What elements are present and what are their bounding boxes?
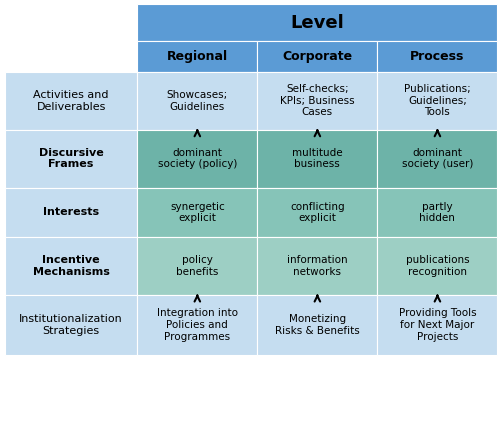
Text: policy
benefits: policy benefits bbox=[176, 255, 218, 277]
FancyBboxPatch shape bbox=[258, 41, 378, 72]
Text: Discursive
Frames: Discursive Frames bbox=[39, 148, 104, 170]
FancyBboxPatch shape bbox=[258, 187, 378, 237]
Text: Publications;
Guidelines;
Tools: Publications; Guidelines; Tools bbox=[404, 84, 471, 117]
FancyBboxPatch shape bbox=[258, 130, 378, 187]
Text: conflicting
explicit: conflicting explicit bbox=[290, 201, 344, 223]
Text: partly
hidden: partly hidden bbox=[420, 201, 456, 223]
FancyBboxPatch shape bbox=[378, 41, 498, 72]
FancyBboxPatch shape bbox=[138, 130, 258, 187]
FancyBboxPatch shape bbox=[258, 72, 378, 130]
Text: publications
recognition: publications recognition bbox=[406, 255, 469, 277]
Text: Institutionalization
Strategies: Institutionalization Strategies bbox=[20, 314, 123, 336]
Text: multitude
business: multitude business bbox=[292, 148, 343, 170]
FancyBboxPatch shape bbox=[5, 237, 138, 295]
Text: Interests: Interests bbox=[43, 207, 99, 217]
FancyBboxPatch shape bbox=[378, 295, 498, 355]
FancyBboxPatch shape bbox=[5, 187, 138, 237]
FancyBboxPatch shape bbox=[5, 295, 138, 355]
Text: dominant
society (user): dominant society (user) bbox=[402, 148, 473, 170]
FancyBboxPatch shape bbox=[378, 72, 498, 130]
Text: Process: Process bbox=[410, 50, 465, 63]
FancyBboxPatch shape bbox=[378, 130, 498, 187]
Text: synergetic
explicit: synergetic explicit bbox=[170, 201, 224, 223]
FancyBboxPatch shape bbox=[378, 237, 498, 295]
FancyBboxPatch shape bbox=[378, 187, 498, 237]
FancyBboxPatch shape bbox=[5, 4, 138, 72]
Text: Integration into
Policies and
Programmes: Integration into Policies and Programmes bbox=[157, 308, 238, 342]
Text: Showcases;
Guidelines: Showcases; Guidelines bbox=[166, 90, 228, 112]
FancyBboxPatch shape bbox=[138, 72, 258, 130]
FancyBboxPatch shape bbox=[138, 187, 258, 237]
Text: Self-checks;
KPIs; Business
Cases: Self-checks; KPIs; Business Cases bbox=[280, 84, 354, 117]
Text: dominant
society (policy): dominant society (policy) bbox=[158, 148, 237, 170]
FancyBboxPatch shape bbox=[258, 295, 378, 355]
FancyBboxPatch shape bbox=[138, 295, 258, 355]
Text: Incentive
Mechanisms: Incentive Mechanisms bbox=[32, 255, 110, 277]
Text: Regional: Regional bbox=[167, 50, 228, 63]
Text: information
networks: information networks bbox=[287, 255, 348, 277]
FancyBboxPatch shape bbox=[138, 41, 258, 72]
FancyBboxPatch shape bbox=[138, 4, 498, 41]
FancyBboxPatch shape bbox=[138, 237, 258, 295]
FancyBboxPatch shape bbox=[5, 72, 138, 130]
Text: Level: Level bbox=[290, 14, 344, 32]
Text: Corporate: Corporate bbox=[282, 50, 352, 63]
FancyBboxPatch shape bbox=[5, 130, 138, 187]
Text: Monetizing
Risks & Benefits: Monetizing Risks & Benefits bbox=[275, 314, 359, 336]
FancyBboxPatch shape bbox=[258, 237, 378, 295]
Text: Activities and
Deliverables: Activities and Deliverables bbox=[34, 90, 109, 112]
Text: Providing Tools
for Next Major
Projects: Providing Tools for Next Major Projects bbox=[398, 308, 476, 342]
